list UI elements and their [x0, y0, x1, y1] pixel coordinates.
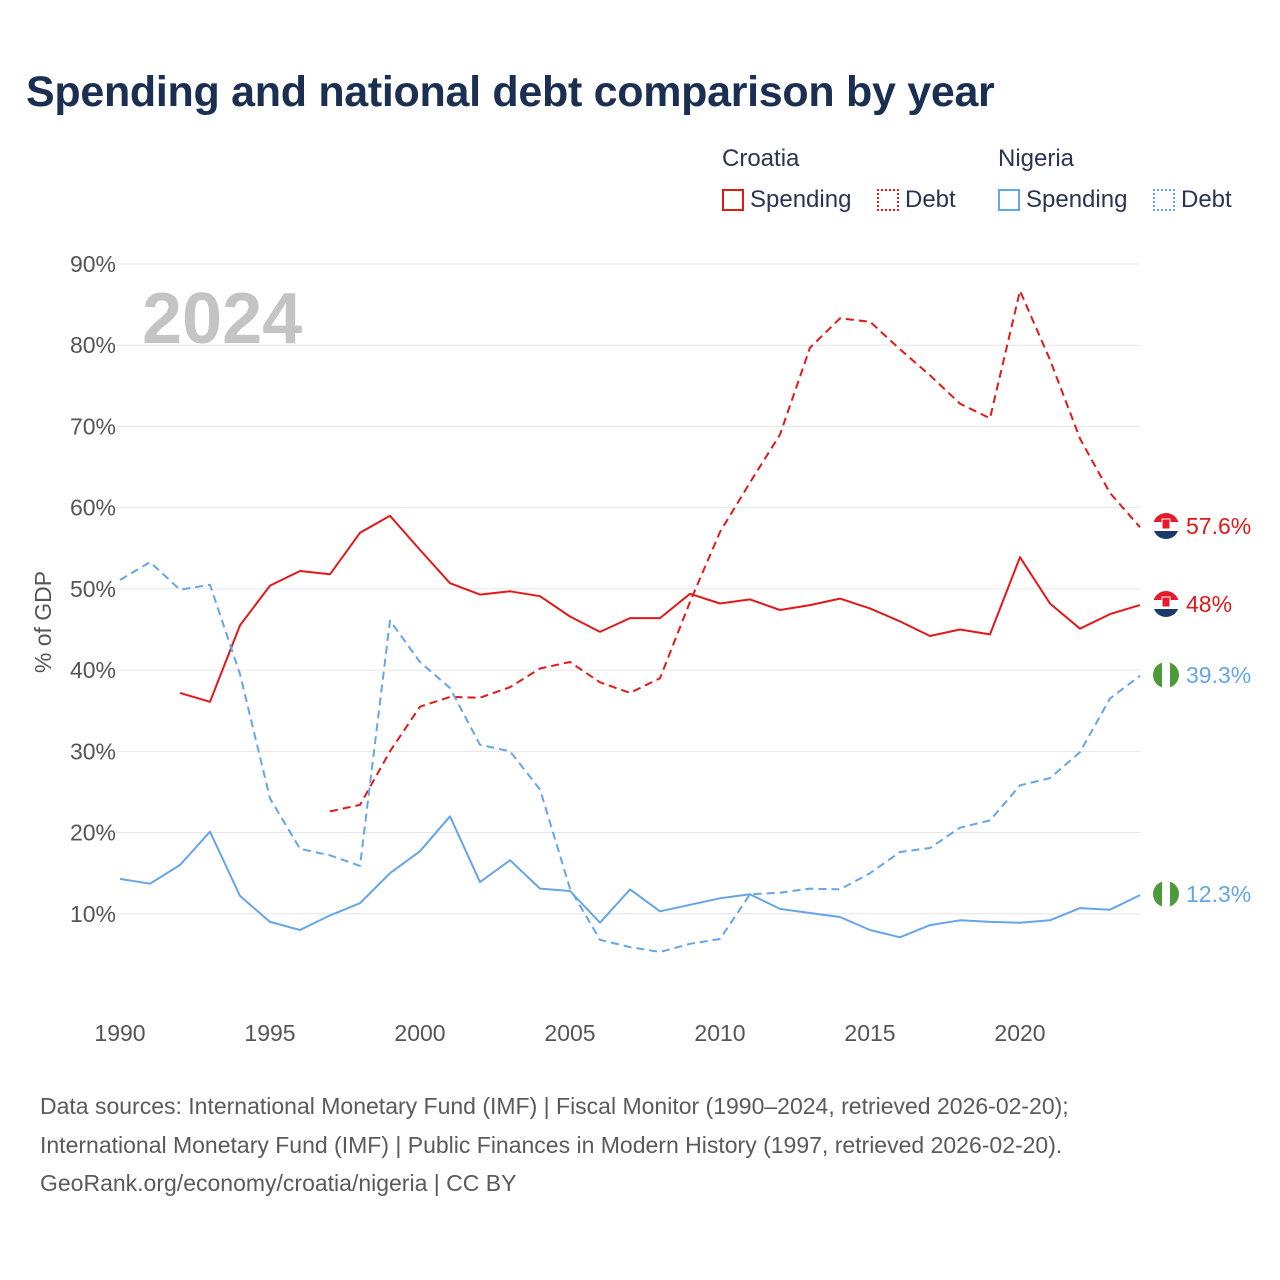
series-lines [119, 289, 1141, 953]
y-tick-label: 60% [70, 495, 116, 521]
end-label-nigeria-spending: 12.3% [1186, 881, 1251, 907]
source-line: Data sources: International Monetary Fun… [40, 1093, 1069, 1119]
x-tick-label: 2020 [994, 1020, 1045, 1046]
y-tick-label: 40% [70, 657, 116, 683]
line-chart: 10% 20% 30% 40% 50% 60% 70% 80% 90% 1990 1995 2000… [30, 251, 1251, 1046]
y-axis-ticks: 10% 20% 30% 40% 50% 60% 70% 80% 90% [70, 251, 116, 927]
legend-label-nigeria-spending: Spending [1026, 186, 1128, 213]
x-tick-label: 1990 [94, 1020, 145, 1046]
end-label-croatia-spending: 48% [1186, 591, 1232, 617]
legend-swatch-nigeria-debt [1153, 189, 1175, 211]
x-tick-label: 1995 [244, 1020, 295, 1046]
legend-swatch-nigeria-spending [998, 189, 1020, 211]
legend-swatch-croatia-debt [877, 189, 899, 211]
x-tick-label: 2005 [544, 1020, 595, 1046]
year-watermark: 2024 [142, 279, 302, 359]
y-tick-label: 20% [70, 820, 116, 846]
source-line: International Monetary Fund (IMF) | Publ… [40, 1131, 1063, 1158]
series-line-croatia-spending [179, 514, 1141, 703]
x-tick-label: 2000 [394, 1020, 445, 1046]
chart-title: Spending and national debt comparison by… [26, 68, 995, 116]
y-axis-label: % of GDP [30, 571, 56, 673]
legend-nigeria-debt[interactable]: Debt [1153, 186, 1232, 214]
gridlines [116, 263, 1140, 915]
nigeria-flag-icon [1153, 662, 1179, 688]
y-tick-label: 50% [70, 576, 116, 602]
croatia-flag-icon [1153, 513, 1179, 539]
series-line-nigeria-spending [119, 815, 1141, 939]
legend-label-croatia-debt: Debt [905, 186, 956, 213]
x-axis-ticks: 1990 1995 2000 2005 2010 2015 2020 [94, 1020, 1045, 1046]
legend-label-croatia-spending: Spending [750, 186, 852, 213]
y-tick-label: 90% [70, 251, 116, 277]
legend-group-croatia: Croatia [722, 145, 800, 172]
legend-swatch-croatia-spending [722, 189, 744, 211]
y-tick-label: 30% [70, 738, 116, 764]
y-tick-label: 70% [70, 413, 116, 439]
legend-label-nigeria-debt: Debt [1181, 186, 1232, 213]
legend-group-nigeria: Nigeria [998, 145, 1075, 172]
end-label-croatia-debt: 57.6% [1186, 513, 1251, 539]
series-line-nigeria-debt [119, 561, 1141, 953]
data-sources: Data sources: International Monetary Fun… [40, 1087, 1069, 1203]
end-label-nigeria-debt: 39.3% [1186, 662, 1251, 688]
croatia-flag-icon [1153, 591, 1179, 617]
legend-nigeria-spending[interactable]: Spending [998, 186, 1127, 214]
series-line-croatia-debt [329, 289, 1141, 813]
x-tick-label: 2010 [694, 1020, 745, 1046]
x-tick-label: 2015 [844, 1020, 895, 1046]
y-tick-label: 10% [70, 901, 116, 927]
legend-croatia-debt[interactable]: Debt [877, 186, 956, 214]
source-line: GeoRank.org/economy/croatia/nigeria | CC… [40, 1170, 517, 1196]
legend-croatia-spending[interactable]: Spending [722, 186, 851, 214]
y-tick-label: 80% [70, 332, 116, 358]
nigeria-flag-icon [1153, 881, 1179, 907]
